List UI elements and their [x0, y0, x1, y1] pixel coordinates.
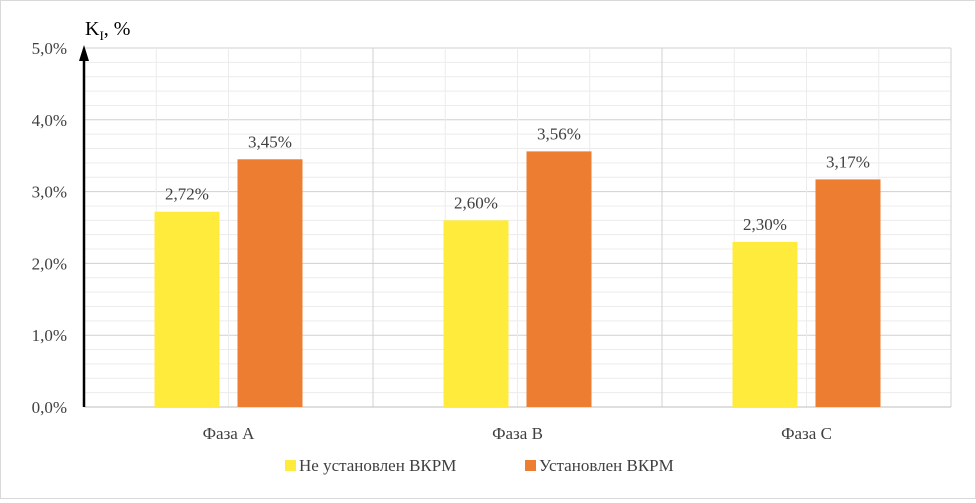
bar: [526, 151, 592, 407]
bar: [237, 159, 303, 407]
bar: [732, 241, 798, 407]
y-axis-title-sub: I: [99, 28, 103, 43]
y-axis-title-main: K: [85, 18, 100, 40]
legend-swatch: [525, 460, 536, 471]
data-label: 3,56%: [537, 124, 581, 143]
x-category-labels: Фаза А Фаза В Фаза С: [203, 424, 832, 443]
y-axis-title-unit: , %: [104, 18, 131, 40]
data-label: 3,45%: [248, 132, 292, 151]
bar: [154, 211, 220, 407]
data-label: 3,17%: [826, 152, 870, 171]
x-category-label: Фаза А: [203, 424, 255, 443]
data-labels: 2,72% 3,45% 2,60% 3,56% 2,30% 3,17%: [165, 124, 870, 233]
data-label: 2,30%: [743, 215, 787, 234]
data-label: 2,72%: [165, 185, 209, 204]
y-axis-arrowhead: [79, 45, 89, 61]
legend-label: Установлен ВКРМ: [539, 456, 674, 475]
y-axis: [79, 45, 89, 407]
data-label: 2,60%: [454, 193, 498, 212]
legend: Не установлен ВКРМ Установлен ВКРМ: [285, 456, 674, 475]
bars: [154, 151, 881, 407]
y-tick-label: 4,0%: [32, 111, 67, 130]
y-tick-label: 0,0%: [32, 398, 67, 417]
bar: [443, 220, 509, 407]
legend-swatch: [285, 460, 296, 471]
y-axis-title: KI, %: [85, 18, 130, 43]
y-tick-label: 5,0%: [32, 39, 67, 58]
y-tick-labels: 0,0% 1,0% 2,0% 3,0% 4,0% 5,0%: [32, 39, 67, 417]
y-tick-label: 1,0%: [32, 326, 67, 345]
legend-label: Не установлен ВКРМ: [299, 456, 456, 475]
bar: [815, 179, 881, 407]
y-tick-label: 3,0%: [32, 183, 67, 202]
y-tick-label: 2,0%: [32, 254, 67, 273]
x-category-label: Фаза С: [781, 424, 832, 443]
x-category-label: Фаза В: [492, 424, 543, 443]
